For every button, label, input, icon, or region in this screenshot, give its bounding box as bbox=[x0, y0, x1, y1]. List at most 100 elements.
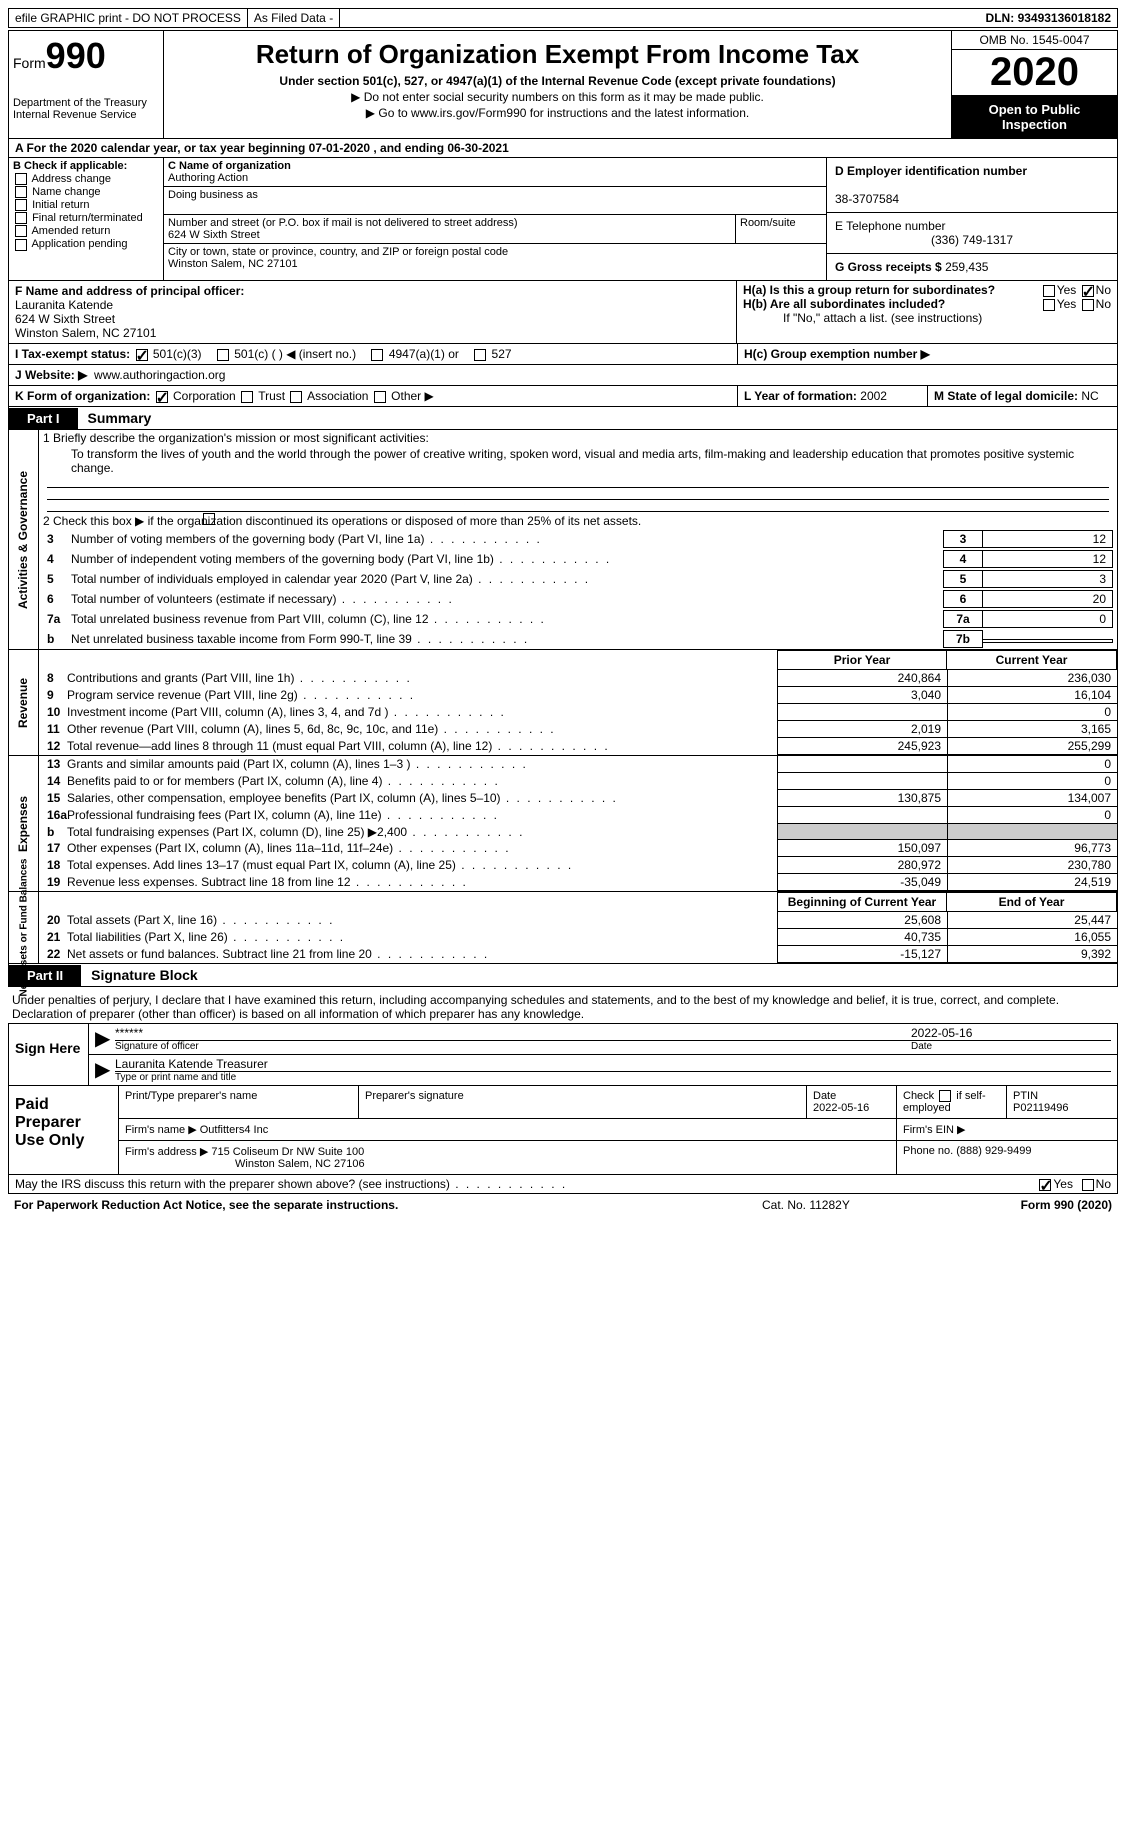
bottom-row: For Paperwork Reduction Act Notice, see … bbox=[8, 1194, 1118, 1216]
ag-line-3: 3Number of voting members of the governi… bbox=[39, 529, 1117, 549]
part2-title: Signature Block bbox=[81, 964, 208, 986]
cb-501c[interactable] bbox=[217, 349, 229, 361]
domicile: NC bbox=[1081, 389, 1098, 403]
line-21: 21Total liabilities (Part X, line 26)40,… bbox=[39, 929, 1117, 946]
gross-receipts: 259,435 bbox=[945, 260, 988, 274]
na-label: Net Assets or Fund Balances bbox=[18, 858, 29, 996]
city: Winston Salem, NC 27101 bbox=[168, 258, 298, 270]
cb-trust[interactable] bbox=[241, 391, 253, 403]
sig-date: 2022-05-16 bbox=[911, 1026, 972, 1040]
irs-link[interactable]: www.irs.gov/Form990 bbox=[411, 106, 526, 120]
block-f: F Name and address of principal officer:… bbox=[9, 281, 737, 343]
firm-ein-lbl: Firm's EIN ▶ bbox=[897, 1119, 1117, 1140]
cb-final[interactable]: Final return/terminated bbox=[13, 212, 159, 224]
col-headers: Prior Year Current Year bbox=[39, 650, 1117, 670]
sign-here: Sign Here bbox=[9, 1024, 89, 1085]
line-20: 20Total assets (Part X, line 16)25,60825… bbox=[39, 912, 1117, 929]
signature-block: Under penalties of perjury, I declare th… bbox=[8, 991, 1118, 1216]
line-j: J Website: ▶ www.authoringaction.org bbox=[8, 365, 1118, 386]
discuss-q: May the IRS discuss this return with the… bbox=[15, 1177, 1037, 1191]
activities-governance: Activities & Governance 1 Briefly descri… bbox=[8, 430, 1118, 650]
gross-cell: G Gross receipts $ 259,435 bbox=[827, 254, 1117, 280]
line-14: 14Benefits paid to or for members (Part … bbox=[39, 773, 1117, 790]
part1-tab: Part I bbox=[9, 408, 78, 429]
street-cell: Number and street (or P.O. box if mail i… bbox=[164, 215, 826, 244]
dba-cell: Doing business as bbox=[164, 187, 826, 215]
org-name-cell: C Name of organizationAuthoring Action bbox=[164, 158, 826, 187]
ptin: P02119496 bbox=[1013, 1102, 1068, 1114]
cb-discuss-no[interactable] bbox=[1082, 1179, 1094, 1191]
current-year-header: Current Year bbox=[947, 650, 1117, 670]
firm-addr: 715 Coliseum Dr NW Suite 100 bbox=[211, 1146, 364, 1158]
year-formation: 2002 bbox=[860, 389, 887, 403]
cb-assoc[interactable] bbox=[290, 391, 302, 403]
cb-name[interactable]: Name change bbox=[13, 186, 159, 198]
form-label: Form bbox=[13, 55, 46, 71]
ag-line-7b: bNet unrelated business taxable income f… bbox=[39, 629, 1117, 649]
cb-pending[interactable]: Application pending bbox=[13, 238, 159, 250]
line-9: 9Program service revenue (Part VIII, lin… bbox=[39, 687, 1117, 704]
cb-discontinued[interactable] bbox=[203, 513, 215, 525]
form-number: 990 bbox=[46, 35, 106, 76]
cb-self-emp[interactable] bbox=[939, 1090, 951, 1102]
line-15: 15Salaries, other compensation, employee… bbox=[39, 790, 1117, 807]
line-13: 13Grants and similar amounts paid (Part … bbox=[39, 756, 1117, 773]
exp-label: Expenses bbox=[17, 795, 31, 851]
cb-amended[interactable]: Amended return bbox=[13, 225, 159, 237]
page: efile GRAPHIC print - DO NOT PROCESS As … bbox=[0, 0, 1126, 1224]
open-public: Open to Public Inspection bbox=[952, 96, 1117, 138]
part2-header: Part II Signature Block bbox=[8, 964, 1118, 987]
line-i: I Tax-exempt status: 501(c)(3) 501(c) ( … bbox=[8, 344, 1118, 365]
line-klm: K Form of organization: Corporation Trus… bbox=[8, 386, 1118, 407]
form-subtitle: Under section 501(c), 527, or 4947(a)(1)… bbox=[172, 74, 943, 88]
preparer-row: Paid Preparer Use Only Print/Type prepar… bbox=[8, 1086, 1118, 1175]
cb-corp[interactable] bbox=[156, 391, 168, 403]
instr-2: ▶ Go to www.irs.gov/Form990 for instruct… bbox=[172, 106, 943, 120]
ag-line-4: 4Number of independent voting members of… bbox=[39, 549, 1117, 569]
phone-cell: E Telephone number(336) 749-1317 bbox=[827, 213, 1117, 254]
cb-527[interactable] bbox=[474, 349, 486, 361]
line-22: 22Net assets or fund balances. Subtract … bbox=[39, 946, 1117, 963]
expenses-section: Expenses 13Grants and similar amounts pa… bbox=[8, 756, 1118, 892]
hb-label: H(b) Are all subordinates included? bbox=[743, 297, 945, 311]
ag-label: Activities & Governance bbox=[17, 470, 31, 608]
boy-header: Beginning of Current Year bbox=[777, 892, 947, 912]
omb: OMB No. 1545-0047 bbox=[952, 31, 1117, 50]
ag-line-6: 6Total number of volunteers (estimate if… bbox=[39, 589, 1117, 609]
rev-label: Revenue bbox=[17, 677, 31, 727]
prep-date: 2022-05-16 bbox=[813, 1102, 869, 1114]
cb-address[interactable]: Address change bbox=[13, 173, 159, 185]
ein: 38-3707584 bbox=[835, 192, 899, 206]
form-header: Form990 Department of the Treasury Inter… bbox=[8, 30, 1118, 139]
paid-preparer: Paid Preparer Use Only bbox=[9, 1086, 119, 1174]
header-right: OMB No. 1545-0047 2020 Open to Public In… bbox=[952, 31, 1117, 138]
sign-here-row: Sign Here ▶ ******Signature of officer 2… bbox=[8, 1023, 1118, 1086]
form-footer: Form 990 (2020) bbox=[962, 1198, 1112, 1212]
prep-sig-lbl: Preparer's signature bbox=[359, 1086, 807, 1118]
firm-phone: (888) 929-9499 bbox=[956, 1145, 1031, 1157]
line-12: 12Total revenue—add lines 8 through 11 (… bbox=[39, 738, 1117, 755]
cb-other[interactable] bbox=[374, 391, 386, 403]
cb-discuss-yes[interactable] bbox=[1039, 1179, 1051, 1191]
efile-notice: efile GRAPHIC print - DO NOT PROCESS bbox=[9, 9, 248, 27]
line2: 2 Check this box ▶ if the organization d… bbox=[39, 512, 1117, 529]
fh-row: F Name and address of principal officer:… bbox=[8, 281, 1118, 344]
ha-label: H(a) Is this a group return for subordin… bbox=[743, 283, 995, 297]
cb-501c3[interactable] bbox=[136, 349, 148, 361]
pra-notice: For Paperwork Reduction Act Notice, see … bbox=[14, 1198, 762, 1212]
cb-4947[interactable] bbox=[371, 349, 383, 361]
form-title: Return of Organization Exempt From Incom… bbox=[172, 39, 943, 70]
line-17: 17Other expenses (Part IX, column (A), l… bbox=[39, 840, 1117, 857]
declaration: Under penalties of perjury, I declare th… bbox=[8, 991, 1118, 1023]
officer-name: Lauranita Katende bbox=[15, 298, 113, 312]
h-note: If "No," attach a list. (see instruction… bbox=[743, 311, 1111, 325]
part1-header: Part I Summary bbox=[8, 407, 1118, 430]
cb-initial[interactable]: Initial return bbox=[13, 199, 159, 211]
section-a: A For the 2020 calendar year, or tax yea… bbox=[8, 139, 1118, 158]
eoy-header: End of Year bbox=[947, 892, 1117, 912]
line1: 1 Briefly describe the organization's mi… bbox=[39, 430, 1117, 446]
asfiled: As Filed Data - bbox=[248, 9, 340, 27]
block-d: D Employer identification number38-37075… bbox=[827, 158, 1117, 280]
street: 624 W Sixth Street bbox=[168, 229, 260, 241]
dept: Department of the Treasury Internal Reve… bbox=[13, 97, 159, 121]
